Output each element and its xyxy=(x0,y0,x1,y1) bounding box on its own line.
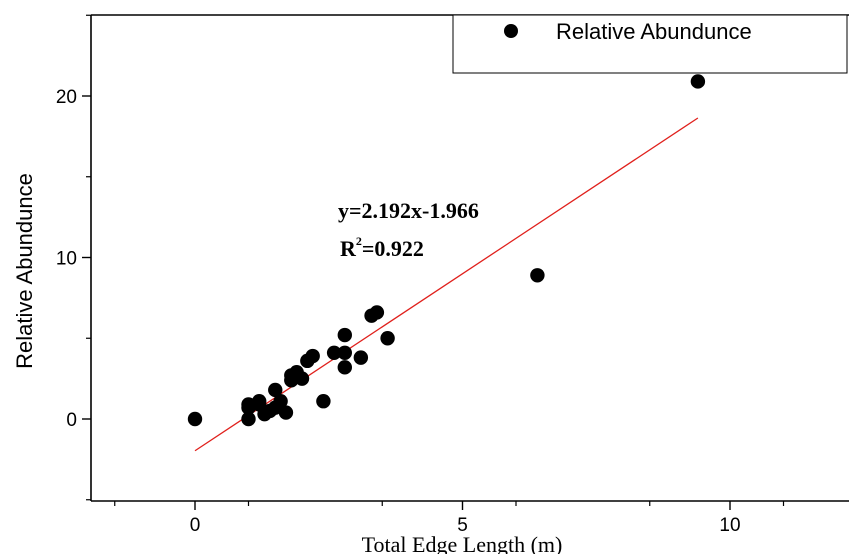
data-point xyxy=(326,345,342,360)
data-point xyxy=(369,305,385,320)
data-point xyxy=(353,350,369,365)
x-axis-title: Total Edge Length (m) xyxy=(362,532,563,554)
data-point xyxy=(278,405,294,420)
data-point xyxy=(316,394,331,409)
legend-entry-label: Relative Abundunce xyxy=(556,19,752,44)
data-point xyxy=(337,327,352,343)
data-point xyxy=(241,411,256,427)
regression-line xyxy=(194,117,699,452)
data-point xyxy=(690,74,706,89)
x-tick-label: 5 xyxy=(457,515,468,536)
data-point xyxy=(273,394,288,409)
data-point xyxy=(187,411,203,427)
x-axis-ticks: 0 5 10 xyxy=(114,501,785,536)
data-point xyxy=(305,348,320,364)
r-squared-main: R xyxy=(340,236,357,261)
y-tick-label: 0 xyxy=(66,410,77,431)
r-squared-rest: =0.922 xyxy=(362,236,424,261)
data-point xyxy=(337,345,352,360)
y-axis-title: Relative Abundunce xyxy=(12,173,37,369)
data-point xyxy=(530,268,545,283)
data-points xyxy=(187,74,706,427)
data-point xyxy=(380,331,395,346)
y-tick-label: 20 xyxy=(56,87,77,108)
data-point xyxy=(268,382,283,398)
x-tick-label: 0 xyxy=(190,515,201,536)
x-tick-label: 10 xyxy=(719,515,740,536)
equation-label: y=2.192x-1.966 xyxy=(338,198,479,223)
plot-area xyxy=(90,14,849,502)
y-tick-label: 10 xyxy=(56,249,77,270)
regression-annotations: y=2.192x-1.966 R2=0.922 xyxy=(338,198,479,261)
data-point xyxy=(294,371,310,386)
r-squared-label: R2=0.922 xyxy=(340,234,424,261)
legend-marker xyxy=(504,24,518,38)
legend-box xyxy=(452,14,848,74)
regression-line-group xyxy=(194,117,699,452)
r-squared-sup: 2 xyxy=(356,234,362,248)
legend: Relative Abundunce xyxy=(452,14,848,74)
data-point xyxy=(337,360,352,375)
y-axis-ticks: 0 10 20 xyxy=(56,14,91,501)
data-point xyxy=(252,394,267,409)
